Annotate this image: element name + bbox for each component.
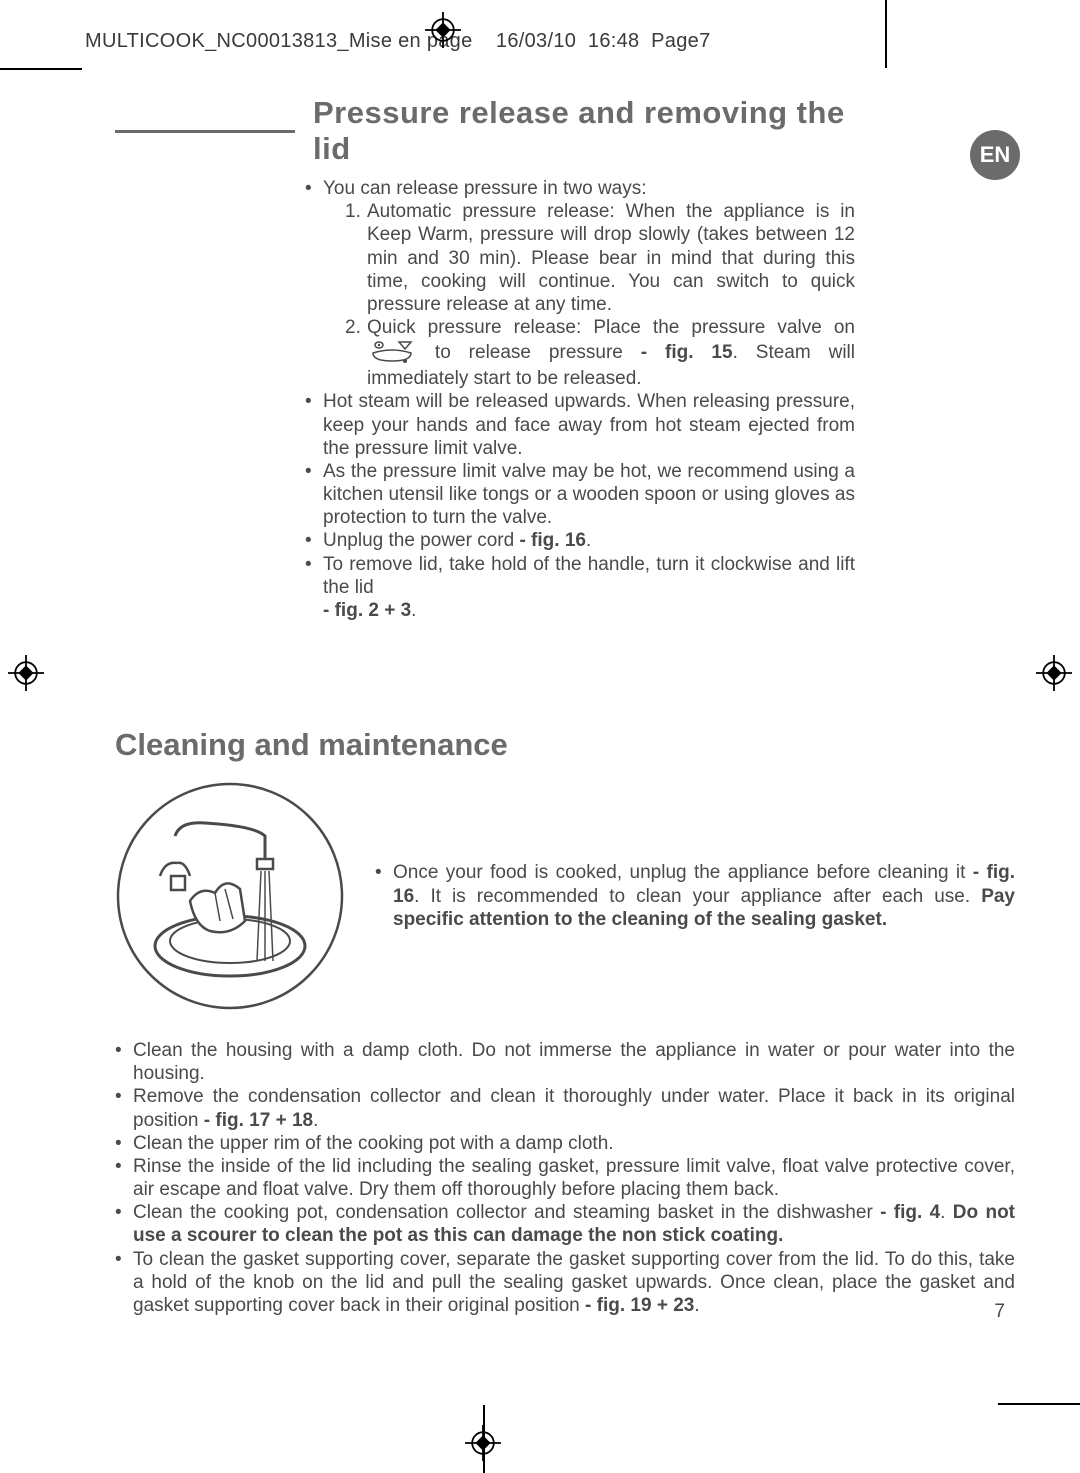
fig-ref: - fig. 19 + 23	[580, 1295, 695, 1316]
fig-ref: - fig. 2 + 3	[323, 600, 411, 621]
heading-rule	[115, 130, 295, 133]
text: Rinse the inside of the lid including th…	[133, 1156, 1015, 1200]
crop-mark	[0, 68, 82, 70]
registration-mark-icon	[1036, 655, 1072, 691]
steam-valve-icon	[369, 339, 415, 367]
list-item: You can release pressure in two ways: 1.…	[305, 177, 855, 390]
list-item: To remove lid, take hold of the handle, …	[305, 553, 855, 623]
paragraph: Once your food is cooked, unplug the app…	[375, 861, 1015, 931]
text: to release pressure	[435, 342, 623, 363]
print-header: MULTICOOK_NC00013813_Mise en page 16/03/…	[85, 30, 711, 53]
list-item: Hot steam will be released upwards. When…	[305, 390, 855, 460]
page-number: 7	[994, 1301, 1005, 1323]
list-item: Remove the condensation collector and cl…	[115, 1085, 1015, 1131]
section-heading-pressure: Pressure release and removing the lid	[313, 95, 855, 167]
text: Automatic pressure release: When the app…	[367, 201, 855, 315]
text: Hot steam will be released upwards. When…	[323, 391, 855, 458]
text: You can release pressure in two ways:	[323, 178, 647, 199]
fig-ref: - fig. 16	[514, 530, 586, 551]
text: Clean the cooking pot, condensation coll…	[133, 1202, 873, 1223]
fig-ref: - fig. 4	[873, 1202, 940, 1223]
list-item: As the pressure limit valve may be hot, …	[305, 460, 855, 530]
text: Once your food is cooked, unplug the app…	[393, 862, 965, 883]
numbered-item: 1.Automatic pressure release: When the a…	[345, 200, 855, 316]
text: Quick pressure release: Place the pressu…	[367, 317, 855, 338]
section-heading-cleaning: Cleaning and maintenance	[115, 727, 1015, 763]
list-item: Clean the upper rim of the cooking pot w…	[115, 1132, 1015, 1155]
registration-mark-icon	[425, 12, 461, 48]
list-item: To clean the gasket supporting cover, se…	[115, 1248, 1015, 1318]
registration-mark-icon	[8, 655, 44, 691]
text: . It is recommended to clean your applia…	[414, 886, 981, 907]
fig-ref: - fig. 15	[623, 342, 733, 363]
list-item: Clean the housing with a damp cloth. Do …	[115, 1039, 1015, 1085]
faucet-cleaning-illustration-icon	[115, 781, 345, 1011]
text: To clean the gasket supporting cover, se…	[133, 1249, 1015, 1316]
numbered-item: 2. Quick pressure release: Place the pre…	[345, 316, 855, 390]
list-item: Clean the cooking pot, condensation coll…	[115, 1201, 1015, 1247]
text: Clean the housing with a damp cloth. Do …	[133, 1040, 1015, 1084]
text: Clean the upper rim of the cooking pot w…	[133, 1133, 614, 1154]
text: Unplug the power cord	[323, 530, 514, 551]
fig-ref: - fig. 17 + 18	[199, 1110, 314, 1131]
text: To remove lid, take hold of the handle, …	[323, 554, 855, 598]
registration-mark-icon	[465, 1425, 501, 1461]
list-item: Unplug the power cord - fig. 16.	[305, 529, 855, 552]
crop-mark	[885, 0, 887, 68]
list-item: Rinse the inside of the lid including th…	[115, 1155, 1015, 1201]
text: As the pressure limit valve may be hot, …	[323, 461, 855, 528]
crop-mark	[998, 1403, 1080, 1405]
